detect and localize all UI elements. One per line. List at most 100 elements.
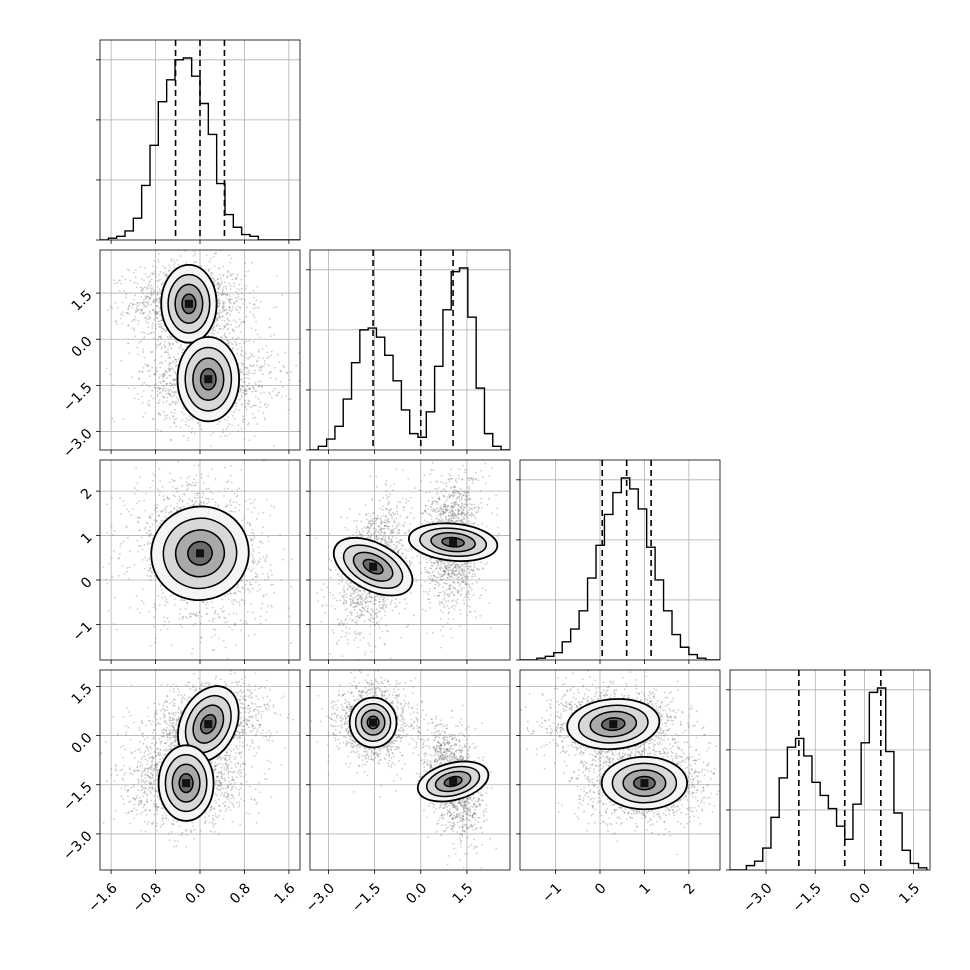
scatter-point <box>253 506 256 509</box>
scatter-point <box>374 517 376 519</box>
scatter-point <box>176 509 179 512</box>
scatter-point <box>210 636 213 638</box>
scatter-point <box>126 508 128 511</box>
scatter-point <box>200 501 202 504</box>
scatter-point <box>202 501 205 503</box>
scatter-point <box>129 279 132 282</box>
scatter-point <box>164 374 167 376</box>
scatter-point <box>211 277 214 280</box>
scatter-point <box>240 292 243 295</box>
scatter-point <box>352 590 355 593</box>
scatter-point <box>264 362 266 365</box>
scatter-point <box>374 645 377 648</box>
scatter-point <box>238 399 241 401</box>
scatter-point <box>122 418 125 421</box>
scatter-point <box>248 388 251 391</box>
scatter-point <box>259 615 262 618</box>
scatter-point <box>151 292 153 295</box>
scatter-point <box>376 538 379 541</box>
scatter-point <box>181 500 184 503</box>
scatter-point <box>282 364 284 367</box>
scatter-point <box>142 288 144 291</box>
scatter-point <box>245 353 248 355</box>
scatter-point <box>356 535 359 537</box>
scatter-point <box>127 577 130 580</box>
scatter-point <box>152 290 155 293</box>
scatter-point <box>233 282 236 285</box>
scatter-point <box>282 558 284 561</box>
scatter-point <box>265 593 268 596</box>
scatter-point <box>164 516 167 519</box>
scatter-point <box>155 312 158 315</box>
scatter-point <box>180 506 183 509</box>
scatter-point <box>158 413 161 416</box>
scatter-point <box>274 387 276 390</box>
scatter-point <box>280 579 283 581</box>
scatter-point <box>133 271 135 274</box>
scatter-point <box>192 504 195 506</box>
scatter-point <box>144 412 147 415</box>
scatter-point <box>137 308 140 311</box>
scatter-point <box>361 597 363 600</box>
scatter-point <box>288 378 291 381</box>
scatter-point <box>160 319 163 322</box>
scatter-point <box>153 309 156 311</box>
scatter-point <box>255 299 258 302</box>
scatter-point <box>160 382 163 384</box>
scatter-point <box>132 303 135 306</box>
scatter-point <box>143 303 145 306</box>
scatter-point <box>187 483 190 486</box>
scatter-point <box>155 266 157 268</box>
scatter-point <box>249 406 252 408</box>
scatter-point <box>175 339 177 342</box>
scatter-point <box>229 592 232 595</box>
scatter-point <box>321 605 323 607</box>
scatter-point <box>148 569 151 572</box>
scatter-point <box>240 394 243 397</box>
scatter-point <box>361 613 364 615</box>
scatter-point <box>329 653 332 655</box>
scatter-point <box>161 596 164 599</box>
scatter-point <box>237 298 240 301</box>
scatter-point <box>161 319 163 322</box>
scatter-point <box>187 483 190 486</box>
y-tick-label: −1.5 <box>60 380 95 415</box>
scatter-point <box>186 345 189 347</box>
scatter-point <box>260 392 262 395</box>
scatter-point <box>181 599 184 602</box>
scatter-point <box>234 591 236 594</box>
scatter-point <box>148 517 151 520</box>
scatter-point <box>138 370 141 372</box>
scatter-point <box>161 375 164 377</box>
scatter-point <box>226 294 229 297</box>
scatter-point <box>394 606 397 609</box>
scatter-point <box>288 615 291 618</box>
scatter-point <box>381 527 383 530</box>
scatter-point <box>184 607 187 610</box>
scatter-point <box>287 408 290 411</box>
scatter-point <box>163 616 165 619</box>
scatter-point <box>174 495 176 498</box>
scatter-point <box>134 316 137 318</box>
scatter-point <box>110 305 112 308</box>
scatter-point <box>313 558 315 560</box>
scatter-point <box>161 327 164 330</box>
hist-panel-1 <box>306 249 511 454</box>
scatter-point <box>214 478 217 480</box>
scatter-point <box>188 419 191 422</box>
scatter-point <box>275 275 278 277</box>
scatter-point <box>194 502 197 504</box>
scatter-point <box>146 574 149 577</box>
scatter-point <box>222 605 225 608</box>
scatter-point <box>157 525 160 527</box>
scatter-point <box>136 302 139 304</box>
scatter-point <box>155 305 158 307</box>
scatter-point <box>251 385 254 388</box>
scatter-point <box>223 320 226 322</box>
scatter-point <box>214 504 217 507</box>
scatter-point <box>243 373 245 376</box>
scatter-point <box>132 303 134 305</box>
scatter-point <box>239 389 242 392</box>
scatter-point <box>159 270 162 273</box>
scatter-point <box>229 474 232 477</box>
